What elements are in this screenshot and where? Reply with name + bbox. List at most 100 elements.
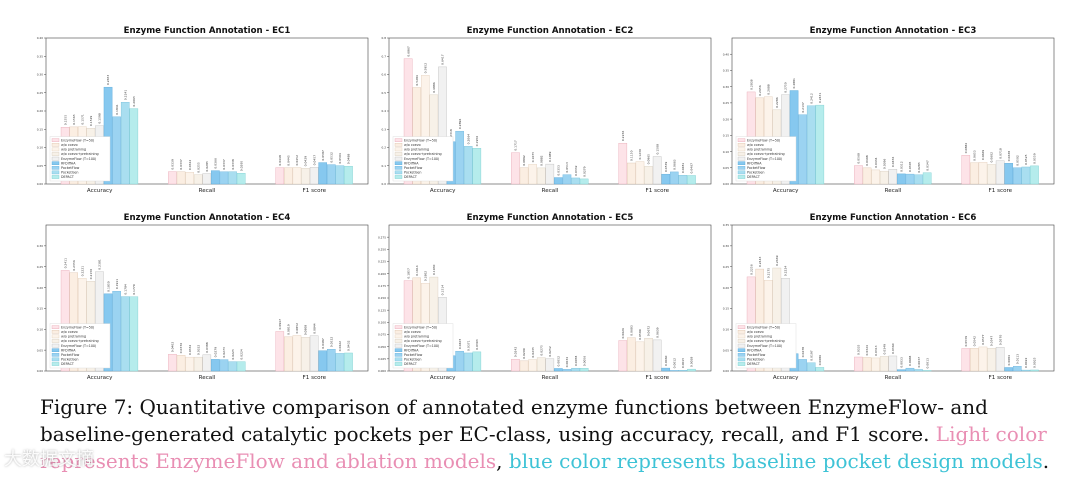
- bar: [455, 350, 464, 372]
- bar: [652, 156, 662, 185]
- bar-value-label: 0.0371: [466, 340, 470, 351]
- bar: [914, 369, 923, 372]
- bar: [571, 367, 580, 372]
- bar: [103, 86, 113, 185]
- bar-value-label: 0.0255: [196, 162, 200, 173]
- bar-value-label: 0.0388: [205, 342, 209, 353]
- legend-label: w/o coevo: [404, 330, 421, 334]
- x-tick-label: Recall: [885, 375, 902, 381]
- bar-value-label: 0.0467: [690, 163, 694, 174]
- bar: [970, 348, 979, 372]
- legend-label: DEPACT: [747, 175, 761, 179]
- y-tick-label: 0.100: [378, 321, 386, 325]
- bar: [60, 270, 70, 372]
- bar: [236, 361, 246, 372]
- bar: [463, 352, 473, 372]
- bar: [644, 166, 653, 185]
- bar: [806, 362, 816, 372]
- panel-ec6: Enzyme Function Annotation - EC6 0.00 0.05…: [720, 207, 1060, 387]
- bar-value-label: 0.2688: [766, 84, 770, 95]
- bar: [627, 162, 636, 185]
- bar-value-label: 0.0559: [1033, 153, 1037, 164]
- legend-swatch: [394, 165, 403, 170]
- legend-label: EnzymeFlow (T=100): [747, 157, 782, 161]
- caption-end: .: [1042, 449, 1050, 473]
- bar-value-label: 0.0013: [925, 358, 929, 369]
- legend-label: w/o coevo: [404, 143, 421, 147]
- caption-blue-part: blue color represents baseline pocket de…: [508, 449, 1043, 473]
- legend-label: PocketGen: [747, 358, 765, 362]
- bar-value-label: 0.0432: [347, 340, 351, 351]
- bar-value-label: 0.0038: [690, 357, 694, 368]
- legend-label: PocketFlow: [747, 166, 766, 170]
- legend-swatch: [737, 334, 746, 339]
- y-tick-label: 0.150: [378, 296, 386, 300]
- bar-value-label: 0.0034: [565, 357, 569, 368]
- legend-swatch: [737, 175, 746, 179]
- panel-ec2: Enzyme Function Annotation - EC2 0.0 0.1 0.…: [377, 20, 717, 200]
- legend-swatch: [51, 348, 60, 353]
- bar: [1030, 369, 1039, 372]
- bar-value-label: 0.0022: [1024, 357, 1028, 368]
- y-tick-label: 0.40: [37, 36, 43, 40]
- x-tick-label: Recall: [542, 375, 559, 381]
- bar-value-label: 0.2137: [801, 102, 805, 113]
- bar: [236, 173, 246, 185]
- bar: [202, 173, 212, 185]
- bar-value-label: 0.1150: [630, 150, 634, 161]
- bar: [888, 169, 898, 185]
- bar-value-label: 0.2256: [749, 264, 753, 275]
- y-tick-label: 0.15: [37, 127, 43, 131]
- legend-swatch: [737, 329, 746, 334]
- bar: [438, 66, 447, 185]
- chart-ec6: Enzyme Function Annotation - EC6 0.00 0.05…: [723, 213, 1055, 381]
- chart-ec1: Enzyme Function Annotation - EC1 0.00 0.05…: [37, 26, 369, 194]
- bar-value-label: 0.0638: [1007, 151, 1011, 162]
- bar: [545, 358, 555, 372]
- bar-value-label: 0.0808: [304, 325, 308, 336]
- caption-pink-part: Light color represents EnzymeFlow and ab…: [40, 422, 1047, 473]
- bar-value-label: 0.2881: [792, 78, 796, 89]
- x-tick-label: Accuracy: [87, 375, 113, 381]
- bar-value-label: 0.0587: [321, 150, 325, 161]
- bar: [579, 178, 589, 185]
- bar-value-label: 0.2064: [466, 134, 470, 145]
- bar-value-label: 0.0322: [188, 160, 192, 171]
- bar-value-label: 0.1508: [655, 144, 659, 155]
- legend-swatch: [737, 165, 746, 170]
- legend-label: EnzymeFlow (T=100): [404, 157, 439, 161]
- bar-value-label: 0.1841: [115, 104, 119, 115]
- y-tick-label: 0.25: [723, 101, 729, 105]
- bar-value-label: 0.0457: [312, 155, 316, 166]
- bar-value-label: 0.0086: [818, 355, 822, 366]
- bar-value-label: 0.0209: [522, 348, 526, 359]
- bar-value-label: 0.0852: [295, 323, 299, 334]
- legend-swatch: [737, 152, 746, 156]
- y-tick-label: 0.225: [378, 260, 386, 264]
- bar: [1004, 367, 1014, 372]
- bar: [815, 367, 825, 372]
- y-tick-label: 0.30: [37, 244, 43, 248]
- bar: [327, 349, 336, 372]
- bar-value-label: 0.2381: [98, 259, 102, 270]
- legend-label: DEPACT: [61, 175, 75, 179]
- bar-value-label: 0.1857: [406, 268, 410, 279]
- bar-value-label: 0.0353: [557, 165, 561, 176]
- bar: [202, 354, 212, 372]
- bar-value-label: 0.0513: [565, 162, 569, 173]
- bar-value-label: 0.0060: [664, 355, 668, 366]
- y-tick-label: 0.000: [378, 369, 386, 373]
- bar: [228, 171, 237, 185]
- bar: [1021, 166, 1031, 185]
- legend-swatch: [737, 362, 746, 366]
- figure-grid: Enzyme Function Annotation - EC1 0.00 0.05…: [34, 20, 1064, 390]
- bar-value-label: 0.1529: [89, 116, 93, 127]
- legend-label: EnzymeFlow (T=100): [747, 344, 782, 348]
- bar-value-label: 0.2286: [775, 97, 779, 108]
- legend-swatch: [737, 161, 746, 166]
- bar: [292, 167, 302, 185]
- legend-label: EnzymeFlow (T=50): [747, 325, 780, 329]
- bar: [95, 271, 104, 372]
